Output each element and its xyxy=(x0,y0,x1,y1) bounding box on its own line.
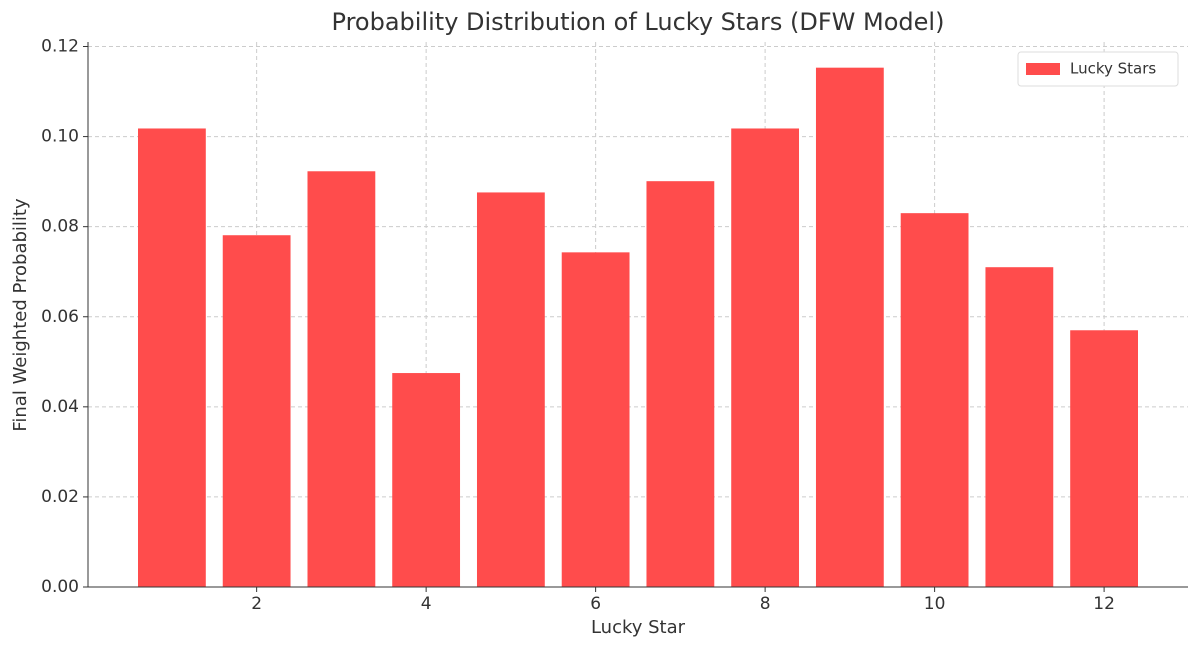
y-tick-label: 0.06 xyxy=(41,307,79,327)
bar xyxy=(731,128,800,587)
x-tick-label: 8 xyxy=(760,594,771,614)
x-tick-label: 2 xyxy=(251,594,262,614)
y-tick-label: 0.00 xyxy=(41,577,79,597)
y-tick-label: 0.08 xyxy=(41,217,79,237)
bar xyxy=(900,213,969,587)
y-tick-label: 0.04 xyxy=(41,397,79,417)
legend-label: Lucky Stars xyxy=(1070,60,1156,78)
x-axis-label: Lucky Star xyxy=(591,617,686,638)
x-tick-label: 10 xyxy=(924,594,946,614)
x-tick-label: 12 xyxy=(1093,594,1115,614)
bar xyxy=(815,67,884,587)
x-tick-label: 4 xyxy=(421,594,432,614)
legend: Lucky Stars xyxy=(1017,51,1179,87)
y-axis-label: Final Weighted Probability xyxy=(10,198,31,432)
bar xyxy=(1070,330,1138,587)
bar xyxy=(222,235,291,587)
y-tick-label: 0.02 xyxy=(41,487,79,507)
y-tick-label: 0.10 xyxy=(41,127,79,147)
bar xyxy=(476,192,545,587)
chart-title: Probability Distribution of Lucky Stars … xyxy=(332,8,945,36)
legend-swatch xyxy=(1026,63,1060,75)
bar xyxy=(561,252,630,588)
bar xyxy=(646,181,715,588)
bar xyxy=(392,373,461,587)
bar xyxy=(985,267,1054,587)
y-tick-label: 0.12 xyxy=(41,37,79,57)
bar xyxy=(307,171,376,587)
bar xyxy=(138,128,206,587)
legend-box xyxy=(1017,51,1179,87)
x-tick-label: 6 xyxy=(590,594,601,614)
